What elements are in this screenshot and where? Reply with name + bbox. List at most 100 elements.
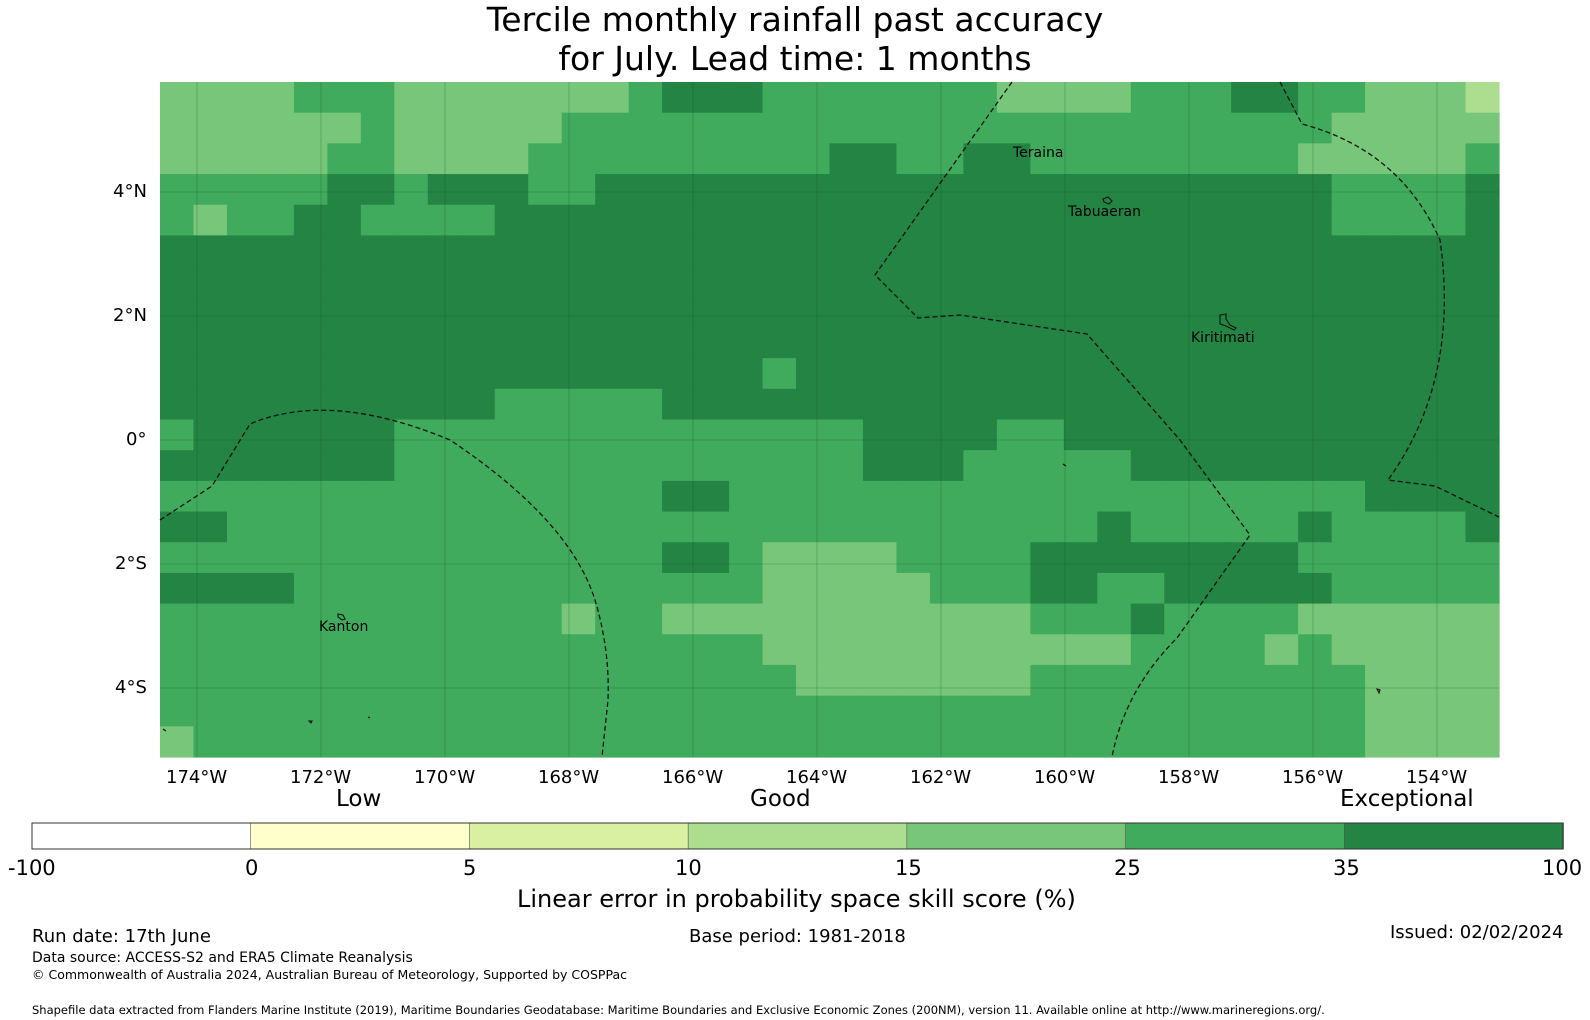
grid-cell — [796, 450, 831, 482]
grid-cell — [929, 572, 965, 605]
kanton-outline — [337, 613, 346, 621]
grid-cell — [1063, 388, 1098, 421]
colorbar-tick-15: 15 — [895, 856, 922, 880]
grid-cell — [528, 542, 563, 574]
grid-cell — [427, 511, 462, 543]
copyright: © Commonwealth of Australia 2024, Austra… — [32, 967, 627, 982]
grid-cell — [494, 82, 529, 114]
grid-cell — [327, 296, 362, 329]
grid-cell — [963, 572, 998, 605]
base-period: Base period: 1981-2018 — [689, 926, 906, 947]
grid-cell — [1432, 266, 1467, 298]
grid-cell — [561, 480, 596, 513]
grid-cell — [729, 174, 764, 206]
grid-cell — [662, 450, 697, 482]
grid-cell — [160, 634, 195, 666]
grid-cell — [327, 174, 362, 206]
grid-cell — [1264, 572, 1299, 605]
grid-cell — [1164, 664, 1199, 697]
grid-cell — [1264, 603, 1299, 635]
grid-cell — [762, 82, 797, 114]
grid-cell — [1432, 603, 1467, 635]
grid-cell — [1465, 174, 1500, 206]
grid-cell — [1331, 296, 1366, 329]
grid-cell — [1231, 296, 1266, 329]
grid-cell — [1197, 143, 1232, 175]
grid-cell — [729, 450, 764, 482]
graticule — [160, 82, 1499, 757]
grid-cell — [427, 419, 462, 451]
grid-cell — [1264, 480, 1299, 513]
grid-cell — [662, 112, 697, 144]
grid-cell — [695, 266, 730, 298]
grid-cell — [762, 143, 797, 175]
grid-cell — [1030, 572, 1065, 605]
grid-cell — [1097, 174, 1132, 206]
islet-outline — [1375, 688, 1381, 695]
grid-cell — [160, 296, 195, 329]
grid-cell — [963, 174, 998, 206]
grid-cell — [1097, 266, 1132, 298]
grid-cell — [896, 327, 931, 359]
colorbar-segment — [1343, 822, 1564, 850]
grid-cell — [1331, 388, 1366, 421]
grid-cell — [796, 634, 831, 666]
grid-cell — [360, 572, 395, 605]
grid-cell — [360, 695, 395, 727]
grid-cell — [1298, 82, 1333, 114]
grid-cell — [829, 112, 864, 144]
grid-cell — [628, 695, 663, 727]
grid-cell — [829, 664, 864, 697]
grid-cell — [1331, 358, 1366, 390]
grid-cell — [1432, 82, 1467, 114]
grid-cell — [628, 112, 663, 144]
grid-cell — [461, 450, 496, 482]
grid-cell — [360, 480, 395, 513]
grid-cell — [929, 634, 965, 666]
grid-cell — [293, 358, 328, 390]
grid-cell — [963, 542, 998, 574]
grid-cell — [762, 634, 797, 666]
island-outlines — [162, 196, 1381, 732]
grid-cell — [260, 542, 295, 574]
grid-cell — [427, 664, 462, 697]
grid-cell — [628, 450, 663, 482]
grid-cell — [628, 82, 663, 114]
grid-cell — [394, 419, 429, 451]
grid-cell — [729, 266, 764, 298]
grid-cell — [1264, 695, 1299, 727]
grid-cell — [829, 542, 864, 574]
lon-label-154w: 154°W — [1406, 767, 1468, 788]
grid-cell — [226, 450, 262, 482]
grid-cell — [762, 174, 797, 206]
grid-cell — [829, 358, 864, 390]
grid-cell — [963, 603, 998, 635]
grid-cell — [595, 235, 630, 267]
grid-cell — [662, 296, 697, 329]
grid-cell — [193, 143, 228, 175]
grid-cell — [394, 296, 429, 329]
grid-cell — [561, 82, 596, 114]
grid-cell — [1398, 296, 1433, 329]
grid-cell — [160, 82, 195, 114]
grid-cell — [1030, 266, 1065, 298]
grid-cell — [1331, 480, 1366, 513]
grid-cell — [1365, 112, 1400, 144]
grid-cell — [1097, 634, 1132, 666]
grid-cell — [1432, 634, 1467, 666]
grid-cell — [595, 450, 630, 482]
grid-cell — [193, 480, 228, 513]
grid-cell — [1465, 726, 1500, 758]
grid-cell — [1432, 726, 1467, 758]
grid-cell — [561, 174, 596, 206]
grid-cell — [595, 204, 630, 237]
grid-cell — [1465, 634, 1500, 666]
grid-cell — [996, 480, 1031, 513]
grid-cell — [1264, 327, 1299, 359]
grid-cell — [662, 542, 697, 574]
grid-cell — [1164, 695, 1199, 727]
grid-cell — [1298, 480, 1333, 513]
grid-cell — [394, 235, 429, 267]
grid-cell — [528, 634, 563, 666]
grid-cell — [762, 480, 797, 513]
